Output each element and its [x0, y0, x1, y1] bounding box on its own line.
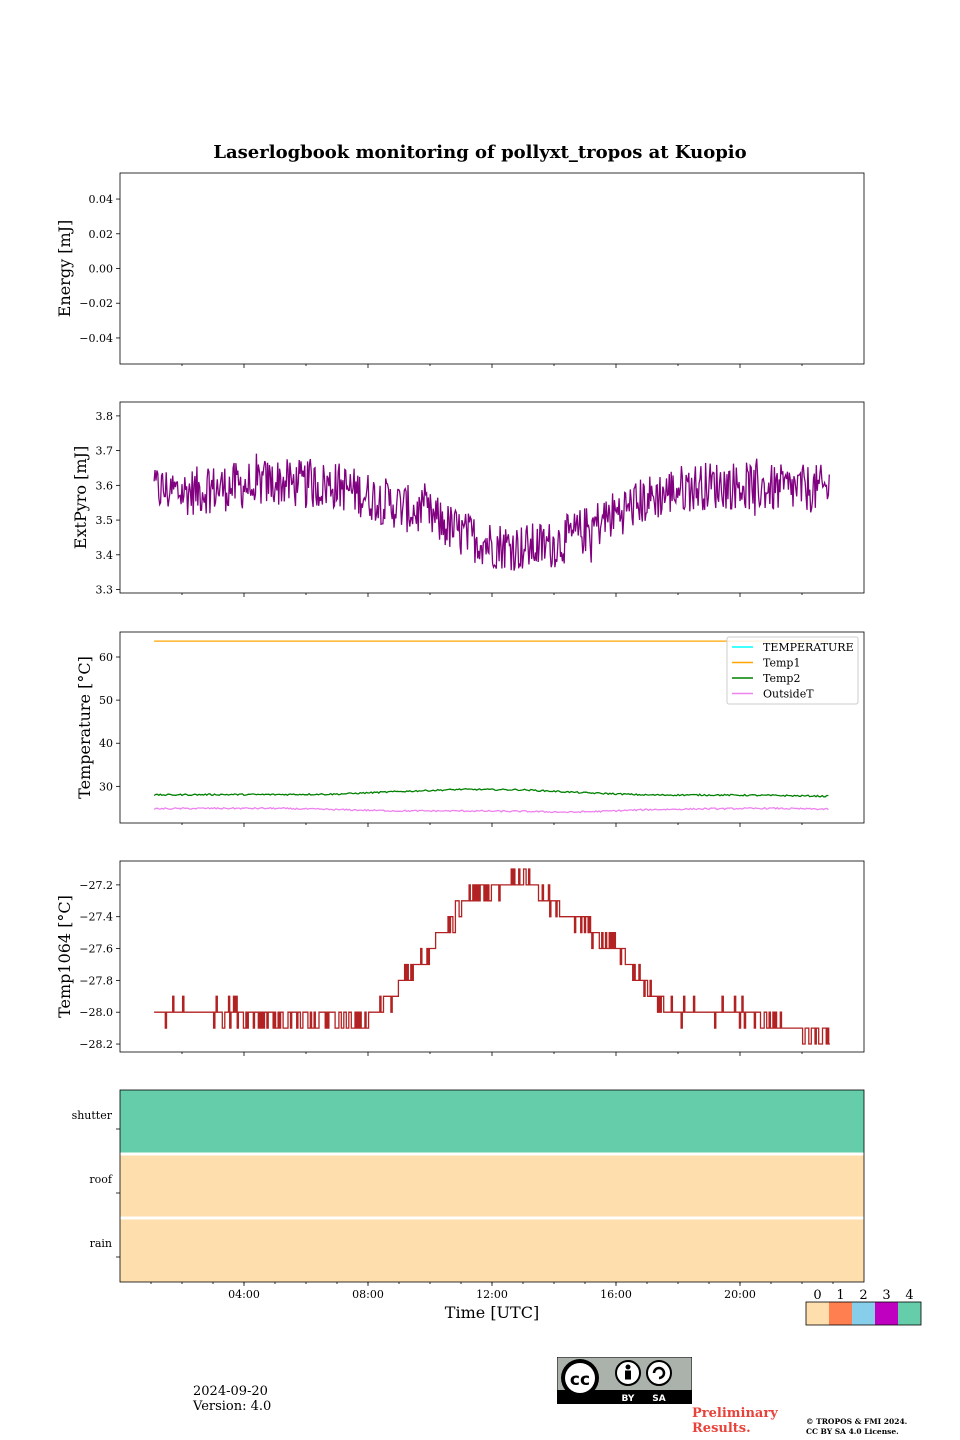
- y-tick-label: 0.02: [89, 228, 114, 241]
- y-tick-label: −0.04: [79, 332, 113, 345]
- colorbar-label: 4: [905, 1288, 913, 1303]
- y-tick-label: 60: [99, 651, 113, 664]
- status-row-label: rain: [90, 1237, 112, 1250]
- y-tick-label: 3.8: [96, 410, 114, 423]
- version-text: Version: 4.0: [193, 1399, 272, 1414]
- panel-1: −0.04 −0.02 0.00 0.02 0.04 Energy [mJ]: [55, 172, 865, 368]
- y-tick-label: 3.7: [96, 445, 114, 458]
- cc-by-sa-logo: cc BY SA: [556, 1356, 693, 1408]
- colorbar-label: 2: [859, 1288, 867, 1303]
- colorbar-swatch-2: [852, 1302, 875, 1325]
- colorbar-frame: [805, 1301, 922, 1326]
- colorbar-swatch-3: [875, 1302, 898, 1325]
- y-tick-label: 40: [99, 737, 113, 750]
- y-tick-label: −28.0: [79, 1006, 113, 1019]
- copyright-line-1: © TROPOS & FMI 2024.: [806, 1417, 908, 1426]
- copyright-line-2: CC BY SA 4.0 License.: [806, 1427, 899, 1436]
- y-tick-label: −27.2: [79, 879, 113, 892]
- y-tick-label: 3.4: [96, 549, 114, 562]
- colorbar-label: 0: [813, 1288, 821, 1303]
- svg-text:cc: cc: [570, 1370, 590, 1390]
- y-tick-label: 0.04: [89, 193, 114, 206]
- y-tick-label: 50: [99, 694, 113, 707]
- y-tick-label: 0.00: [89, 263, 114, 276]
- preliminary-line-1: Preliminary: [692, 1406, 778, 1421]
- legend-entry: TEMPERATURE: [763, 641, 854, 654]
- y-axis-label: Temperature [°C]: [75, 656, 94, 799]
- y-tick-label: 3.6: [96, 479, 114, 492]
- status-row-shutter: [120, 1090, 864, 1154]
- y-axis-label: Temp1064 [°C]: [55, 895, 74, 1018]
- panel-2: 3.3 3.4 3.5 3.6 3.7 3.8 ExtPyro [mJ]: [71, 401, 865, 597]
- cc-sa-label: SA: [652, 1394, 665, 1404]
- y-tick-label: −28.2: [79, 1038, 113, 1051]
- x-tick-label: 20:00: [724, 1288, 756, 1301]
- legend: TEMPERATURE Temp1 Temp2 OutsideT: [726, 636, 859, 705]
- legend-box: [726, 636, 859, 705]
- y-tick-label: −27.6: [79, 943, 113, 956]
- y-tick-label: −0.02: [79, 297, 113, 310]
- panel-4: −28.2 −28.0 −27.8 −27.6 −27.4 −27.2 Temp1064 […: [55, 860, 865, 1056]
- status-row-rain: [120, 1218, 864, 1282]
- legend-entry: Temp2: [763, 672, 800, 685]
- y-axis-label: ExtPyro [mJ]: [71, 446, 90, 549]
- status-row-label: shutter: [72, 1109, 113, 1122]
- panel-frame: [119, 172, 865, 365]
- colorbar-swatch-0: [806, 1302, 829, 1325]
- date-text: 2024-09-20: [193, 1384, 268, 1399]
- date-version-block: 2024-09-20 Version: 4.0: [193, 1384, 271, 1414]
- colorbar-label: 3: [882, 1288, 890, 1303]
- colorbar-label: 1: [836, 1288, 844, 1303]
- x-tick-label: 08:00: [352, 1288, 384, 1301]
- cc-by-label: BY: [622, 1394, 635, 1404]
- series-line-temp2: [153, 788, 829, 798]
- colorbar-swatch-1: [829, 1302, 852, 1325]
- x-tick-label: 16:00: [600, 1288, 632, 1301]
- y-tick-label: 3.5: [96, 514, 114, 527]
- y-axis-label: Energy [mJ]: [55, 220, 74, 318]
- chart-title: Laserlogbook monitoring of pollyxt_tropo…: [213, 142, 746, 163]
- status-row-label: roof: [89, 1173, 113, 1186]
- y-tick-label: 3.3: [96, 584, 114, 597]
- legend-entry: Temp1: [763, 657, 800, 670]
- x-axis-label: Time [UTC]: [445, 1303, 539, 1322]
- x-tick-label: 04:00: [228, 1288, 260, 1301]
- y-tick-label: 30: [99, 780, 113, 793]
- copyright-notice: © TROPOS & FMI 2024. CC BY SA 4.0 Licens…: [806, 1417, 907, 1437]
- colorbar-swatch-4: [898, 1302, 921, 1325]
- panel-3: 30 40 50 60 Temperature [°C] TEMPERATURE Temp1…: [75, 631, 865, 827]
- status-row-roof: [120, 1154, 864, 1218]
- preliminary-results-note: Preliminary Results.: [692, 1406, 778, 1436]
- x-tick-label: 12:00: [476, 1288, 508, 1301]
- legend-entry: OutsideT: [763, 688, 814, 701]
- series-line-data: [153, 453, 830, 571]
- y-tick-label: −27.4: [79, 911, 113, 924]
- y-tick-label: −27.8: [79, 974, 113, 987]
- series-line-outsidet: [153, 806, 829, 814]
- preliminary-line-2: Results.: [692, 1421, 751, 1436]
- series-line-data: [154, 868, 830, 1045]
